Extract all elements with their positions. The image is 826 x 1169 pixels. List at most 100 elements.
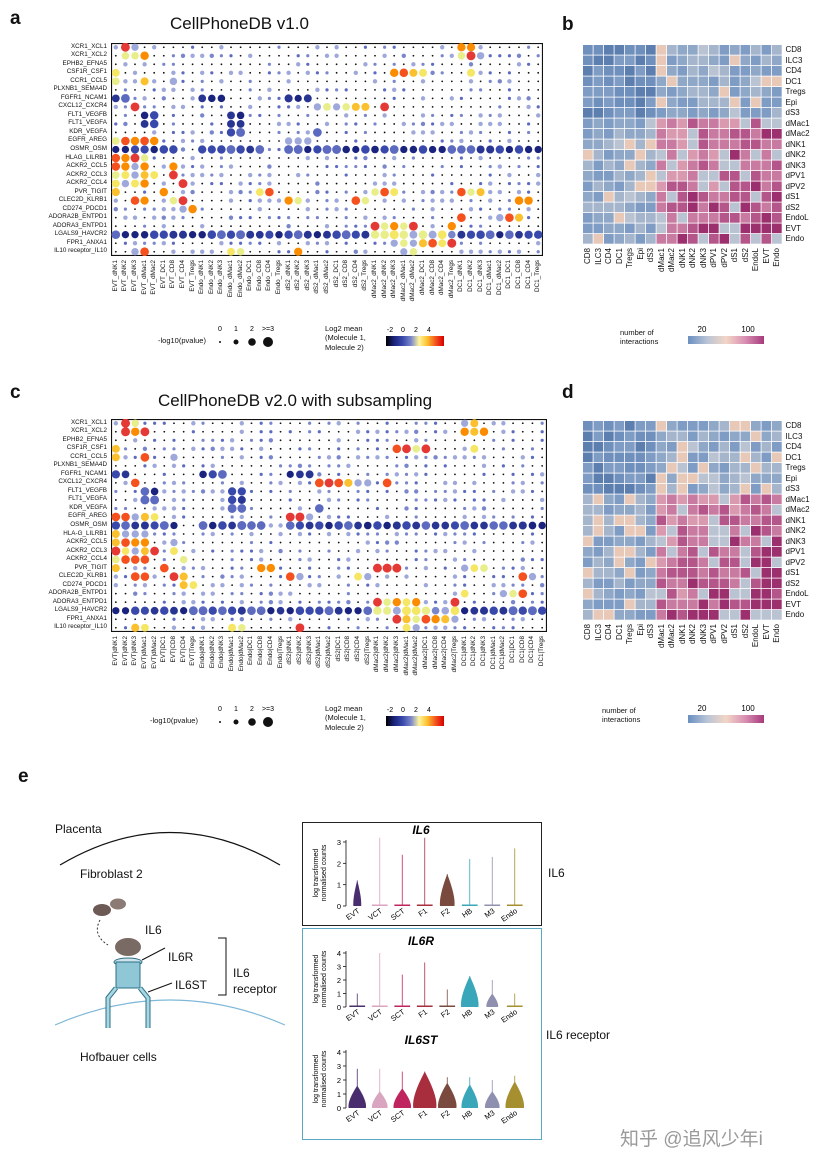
dot: [521, 464, 525, 468]
dot: [124, 592, 127, 595]
dot: [518, 208, 520, 211]
dot: [443, 455, 447, 459]
violin-ytick: 3: [337, 963, 341, 972]
dot: [250, 456, 253, 459]
heatmap-cell: [604, 557, 614, 568]
dot: [355, 429, 361, 434]
heatmap-col-label: CD8: [583, 247, 593, 264]
dot: [384, 514, 390, 520]
dot: [124, 499, 127, 501]
row-label: ADORA3_ENTPD1: [52, 221, 107, 229]
dot: [530, 447, 535, 451]
dot: [227, 119, 235, 128]
dot: [395, 550, 398, 552]
violin-shape: [371, 1091, 388, 1108]
dot: [260, 533, 263, 535]
dot: [191, 45, 195, 49]
heatmap-cell: [656, 108, 667, 118]
violin-xlabel: SCT: [389, 1108, 407, 1124]
dot: [144, 601, 146, 604]
dot: [286, 470, 294, 478]
dot: [444, 439, 447, 442]
dot: [508, 165, 511, 168]
dot: [516, 189, 522, 195]
dot: [488, 139, 492, 143]
heatmap-col-label: EVT: [761, 623, 771, 640]
dot: [182, 439, 185, 442]
heatmap-cell: [593, 202, 604, 213]
dot: [411, 130, 416, 135]
dot: [140, 547, 149, 556]
dot: [492, 558, 495, 561]
dot: [521, 533, 524, 535]
dot: [409, 248, 418, 256]
dot: [221, 533, 224, 535]
dot: [317, 575, 321, 579]
heatmap-cell: [677, 578, 688, 589]
dot: [221, 464, 224, 467]
dot: [114, 464, 117, 467]
dot: [123, 207, 127, 211]
dot: [249, 63, 252, 66]
dot: [443, 548, 448, 554]
dot: [518, 225, 520, 228]
heatmap-cell: [709, 108, 719, 118]
row-label: CXCL12_CXCR4: [58, 102, 107, 110]
heatmap-cell: [667, 557, 677, 568]
heatmap-cell: [677, 484, 688, 494]
dot: [450, 250, 453, 253]
row-label: IL10 receptor_IL10: [54, 623, 107, 631]
dot: [277, 113, 281, 118]
dot: [258, 446, 264, 452]
dot: [346, 557, 351, 562]
heatmap-cell: [688, 181, 698, 192]
color-legend-bar: [386, 716, 444, 726]
dot: [518, 106, 520, 108]
dot: [305, 470, 314, 479]
heatmap-cell: [635, 494, 646, 505]
dot: [479, 174, 482, 176]
dot: [269, 626, 272, 629]
dot: [422, 216, 424, 219]
dot: [431, 615, 440, 624]
dot: [444, 473, 447, 476]
heatmap-cell: [719, 108, 730, 118]
dot: [337, 490, 340, 493]
dot: [305, 241, 310, 246]
dot: [314, 478, 324, 488]
dot: [318, 464, 321, 467]
row-label: ACKR2_CCL5: [66, 538, 107, 546]
heatmap-cell: [593, 160, 604, 171]
dot: [220, 574, 225, 579]
heatmap-cell: [677, 223, 688, 234]
dot: [393, 165, 396, 168]
dot: [289, 422, 292, 425]
dot: [297, 225, 300, 228]
dot: [267, 96, 271, 100]
dot: [386, 507, 389, 510]
dot: [258, 88, 261, 91]
dot: [404, 506, 409, 511]
dot: [258, 548, 264, 554]
heatmap-cell: [625, 557, 635, 568]
dot: [536, 164, 540, 169]
heatmap-row-label: DC1: [785, 452, 802, 462]
dot: [376, 516, 379, 518]
dot: [486, 145, 495, 154]
dot: [140, 51, 149, 61]
dot: [153, 63, 156, 66]
heatmap-cell: [740, 160, 751, 171]
dot: [150, 145, 158, 154]
dot: [505, 213, 514, 222]
dot: [279, 430, 282, 433]
heatmap-cell: [730, 192, 740, 202]
dot: [181, 599, 186, 605]
heatmap-cell: [635, 463, 646, 473]
dot: [412, 216, 415, 219]
color-legend-tick: 2: [414, 327, 418, 334]
dot: [318, 499, 321, 501]
dot: [279, 584, 282, 587]
heatmap-cell: [583, 213, 593, 223]
dot: [444, 592, 447, 595]
dot: [335, 131, 338, 134]
